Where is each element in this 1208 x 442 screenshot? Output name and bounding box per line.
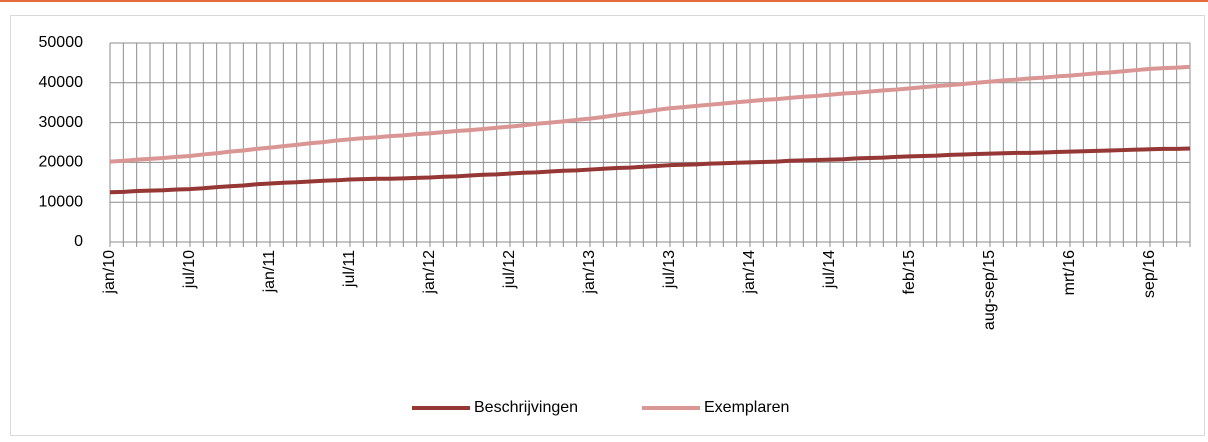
chart-frame — [10, 15, 1205, 436]
y-tick-label: 50000 — [39, 34, 84, 51]
x-tick-label: jan/11 — [261, 250, 278, 294]
x-tick-label: sep/16 — [1141, 250, 1158, 298]
y-tick-label: 0 — [74, 233, 83, 250]
x-tick-label: jul/14 — [821, 250, 838, 289]
x-tick-label: mrt/16 — [1061, 250, 1078, 295]
y-tick-label: 30000 — [39, 114, 84, 131]
x-tick-label: jan/10 — [101, 250, 118, 295]
y-tick-label: 10000 — [39, 193, 84, 210]
x-tick-label: jan/12 — [421, 250, 438, 295]
x-tick-label: jul/10 — [181, 250, 198, 289]
series-line — [109, 64, 1191, 164]
x-tick-label: jul/11 — [341, 250, 358, 288]
legend-label: Exemplaren — [704, 399, 789, 416]
series-line — [109, 146, 1191, 195]
top-rule — [0, 0, 1208, 2]
x-tick-label: jan/14 — [741, 250, 758, 295]
x-tick-label: jan/13 — [581, 250, 598, 295]
x-tick-label: jul/13 — [661, 250, 678, 289]
y-tick-label: 20000 — [39, 154, 84, 171]
x-tick-label: jul/12 — [501, 250, 518, 289]
legend-label: Beschrijvingen — [474, 399, 578, 416]
x-tick-label: aug-sep/15 — [981, 250, 998, 330]
y-tick-label: 40000 — [39, 74, 84, 91]
x-tick-label: feb/15 — [901, 250, 918, 295]
